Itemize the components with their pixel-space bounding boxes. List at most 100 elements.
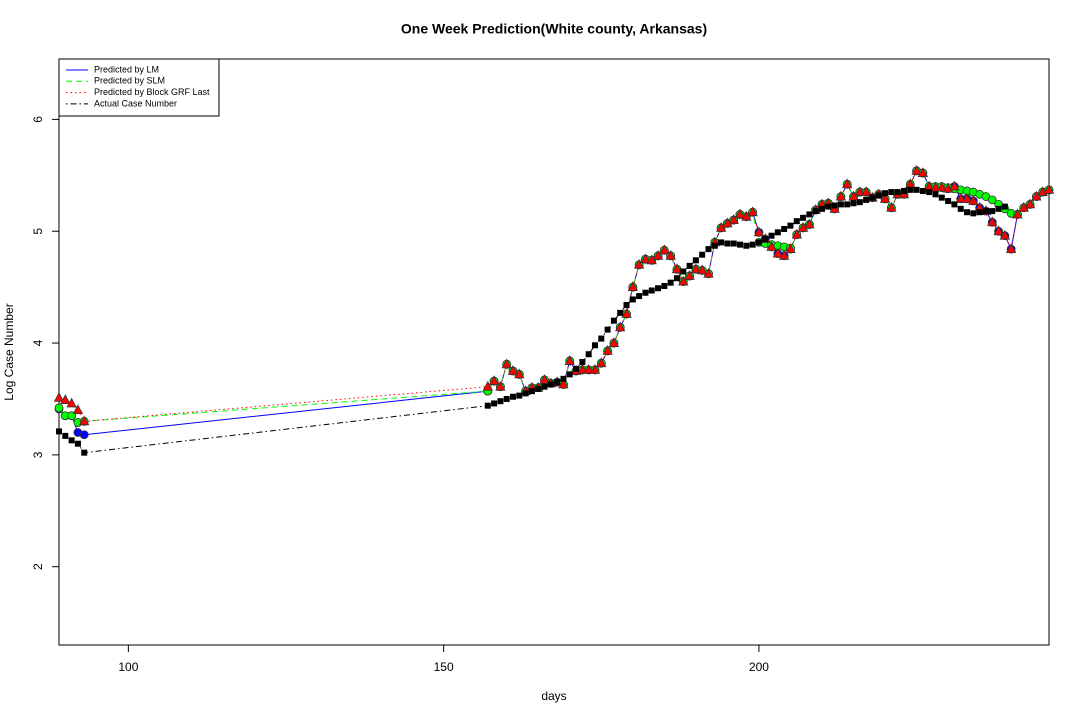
- point: [686, 262, 693, 269]
- x-tick-label: 150: [434, 660, 454, 674]
- point: [926, 189, 933, 196]
- point: [835, 190, 847, 201]
- point: [774, 229, 781, 236]
- point: [591, 342, 598, 349]
- point: [911, 164, 922, 175]
- y-tick-label: 5: [31, 228, 45, 235]
- y-tick-label: 3: [31, 451, 45, 458]
- point: [488, 375, 500, 385]
- point: [699, 251, 706, 258]
- point: [730, 240, 737, 247]
- point: [68, 437, 75, 444]
- point: [72, 404, 84, 415]
- point: [762, 236, 769, 243]
- point: [791, 228, 802, 239]
- point: [573, 365, 580, 372]
- point: [932, 191, 939, 198]
- point: [806, 211, 813, 218]
- point: [930, 181, 941, 192]
- point: [936, 181, 947, 192]
- legend-box: [58, 58, 220, 117]
- chart-title: One Week Prediction(White county, Arkans…: [401, 21, 707, 37]
- point: [617, 309, 624, 316]
- point: [768, 232, 775, 239]
- point: [1024, 198, 1036, 209]
- point: [79, 415, 90, 426]
- point: [636, 293, 643, 300]
- point: [945, 198, 952, 205]
- point: [501, 358, 512, 369]
- point: [79, 430, 89, 440]
- point: [728, 214, 739, 224]
- point: [957, 205, 964, 212]
- legend-label: Actual Case Number: [94, 98, 177, 108]
- point: [743, 242, 750, 249]
- point: [1001, 203, 1008, 210]
- point: [842, 178, 853, 189]
- point: [560, 375, 567, 382]
- point: [900, 187, 907, 194]
- point: [56, 428, 62, 435]
- point: [566, 371, 573, 378]
- point: [917, 167, 929, 177]
- point: [608, 337, 620, 347]
- point: [652, 249, 664, 260]
- point: [678, 275, 689, 286]
- point: [812, 208, 819, 215]
- x-tick-label: 100: [118, 660, 138, 674]
- point: [564, 355, 575, 365]
- series-line: [58, 189, 1006, 454]
- point: [507, 365, 519, 375]
- point: [987, 195, 997, 205]
- point: [955, 192, 966, 203]
- point: [60, 394, 71, 404]
- point: [482, 380, 493, 391]
- point: [528, 388, 535, 395]
- point: [869, 194, 876, 201]
- point: [642, 289, 649, 296]
- point: [602, 345, 613, 355]
- point: [655, 285, 662, 292]
- point: [621, 308, 632, 318]
- point: [778, 249, 790, 260]
- point: [697, 264, 708, 275]
- point: [737, 241, 744, 248]
- point: [629, 296, 636, 303]
- point: [585, 351, 592, 358]
- x-tick-label: 200: [749, 660, 769, 674]
- point: [787, 222, 794, 229]
- point: [718, 239, 725, 246]
- point: [596, 357, 607, 368]
- point: [633, 258, 645, 269]
- point: [577, 364, 588, 374]
- legend-label: Predicted by Block GRF Last: [94, 87, 210, 97]
- point: [667, 279, 674, 286]
- point: [684, 270, 695, 280]
- point: [705, 246, 712, 253]
- legend-label: Predicted by SLM: [94, 76, 165, 86]
- point: [850, 200, 857, 207]
- point: [510, 393, 517, 400]
- point: [804, 218, 815, 229]
- point: [888, 189, 895, 196]
- point: [1043, 183, 1055, 194]
- y-axis-label: Log Case Number: [2, 303, 16, 400]
- point: [825, 203, 832, 210]
- point: [1006, 243, 1017, 254]
- point: [1012, 208, 1023, 219]
- point: [491, 400, 498, 407]
- y-tick-label: 4: [31, 339, 45, 346]
- point: [604, 326, 611, 333]
- point: [856, 199, 863, 206]
- point: [831, 202, 838, 209]
- point: [539, 374, 550, 384]
- point: [781, 225, 788, 232]
- point: [81, 449, 88, 456]
- point: [74, 440, 81, 447]
- point: [999, 229, 1011, 240]
- point: [882, 190, 889, 197]
- point: [673, 275, 680, 282]
- point: [54, 403, 64, 413]
- point: [863, 196, 870, 203]
